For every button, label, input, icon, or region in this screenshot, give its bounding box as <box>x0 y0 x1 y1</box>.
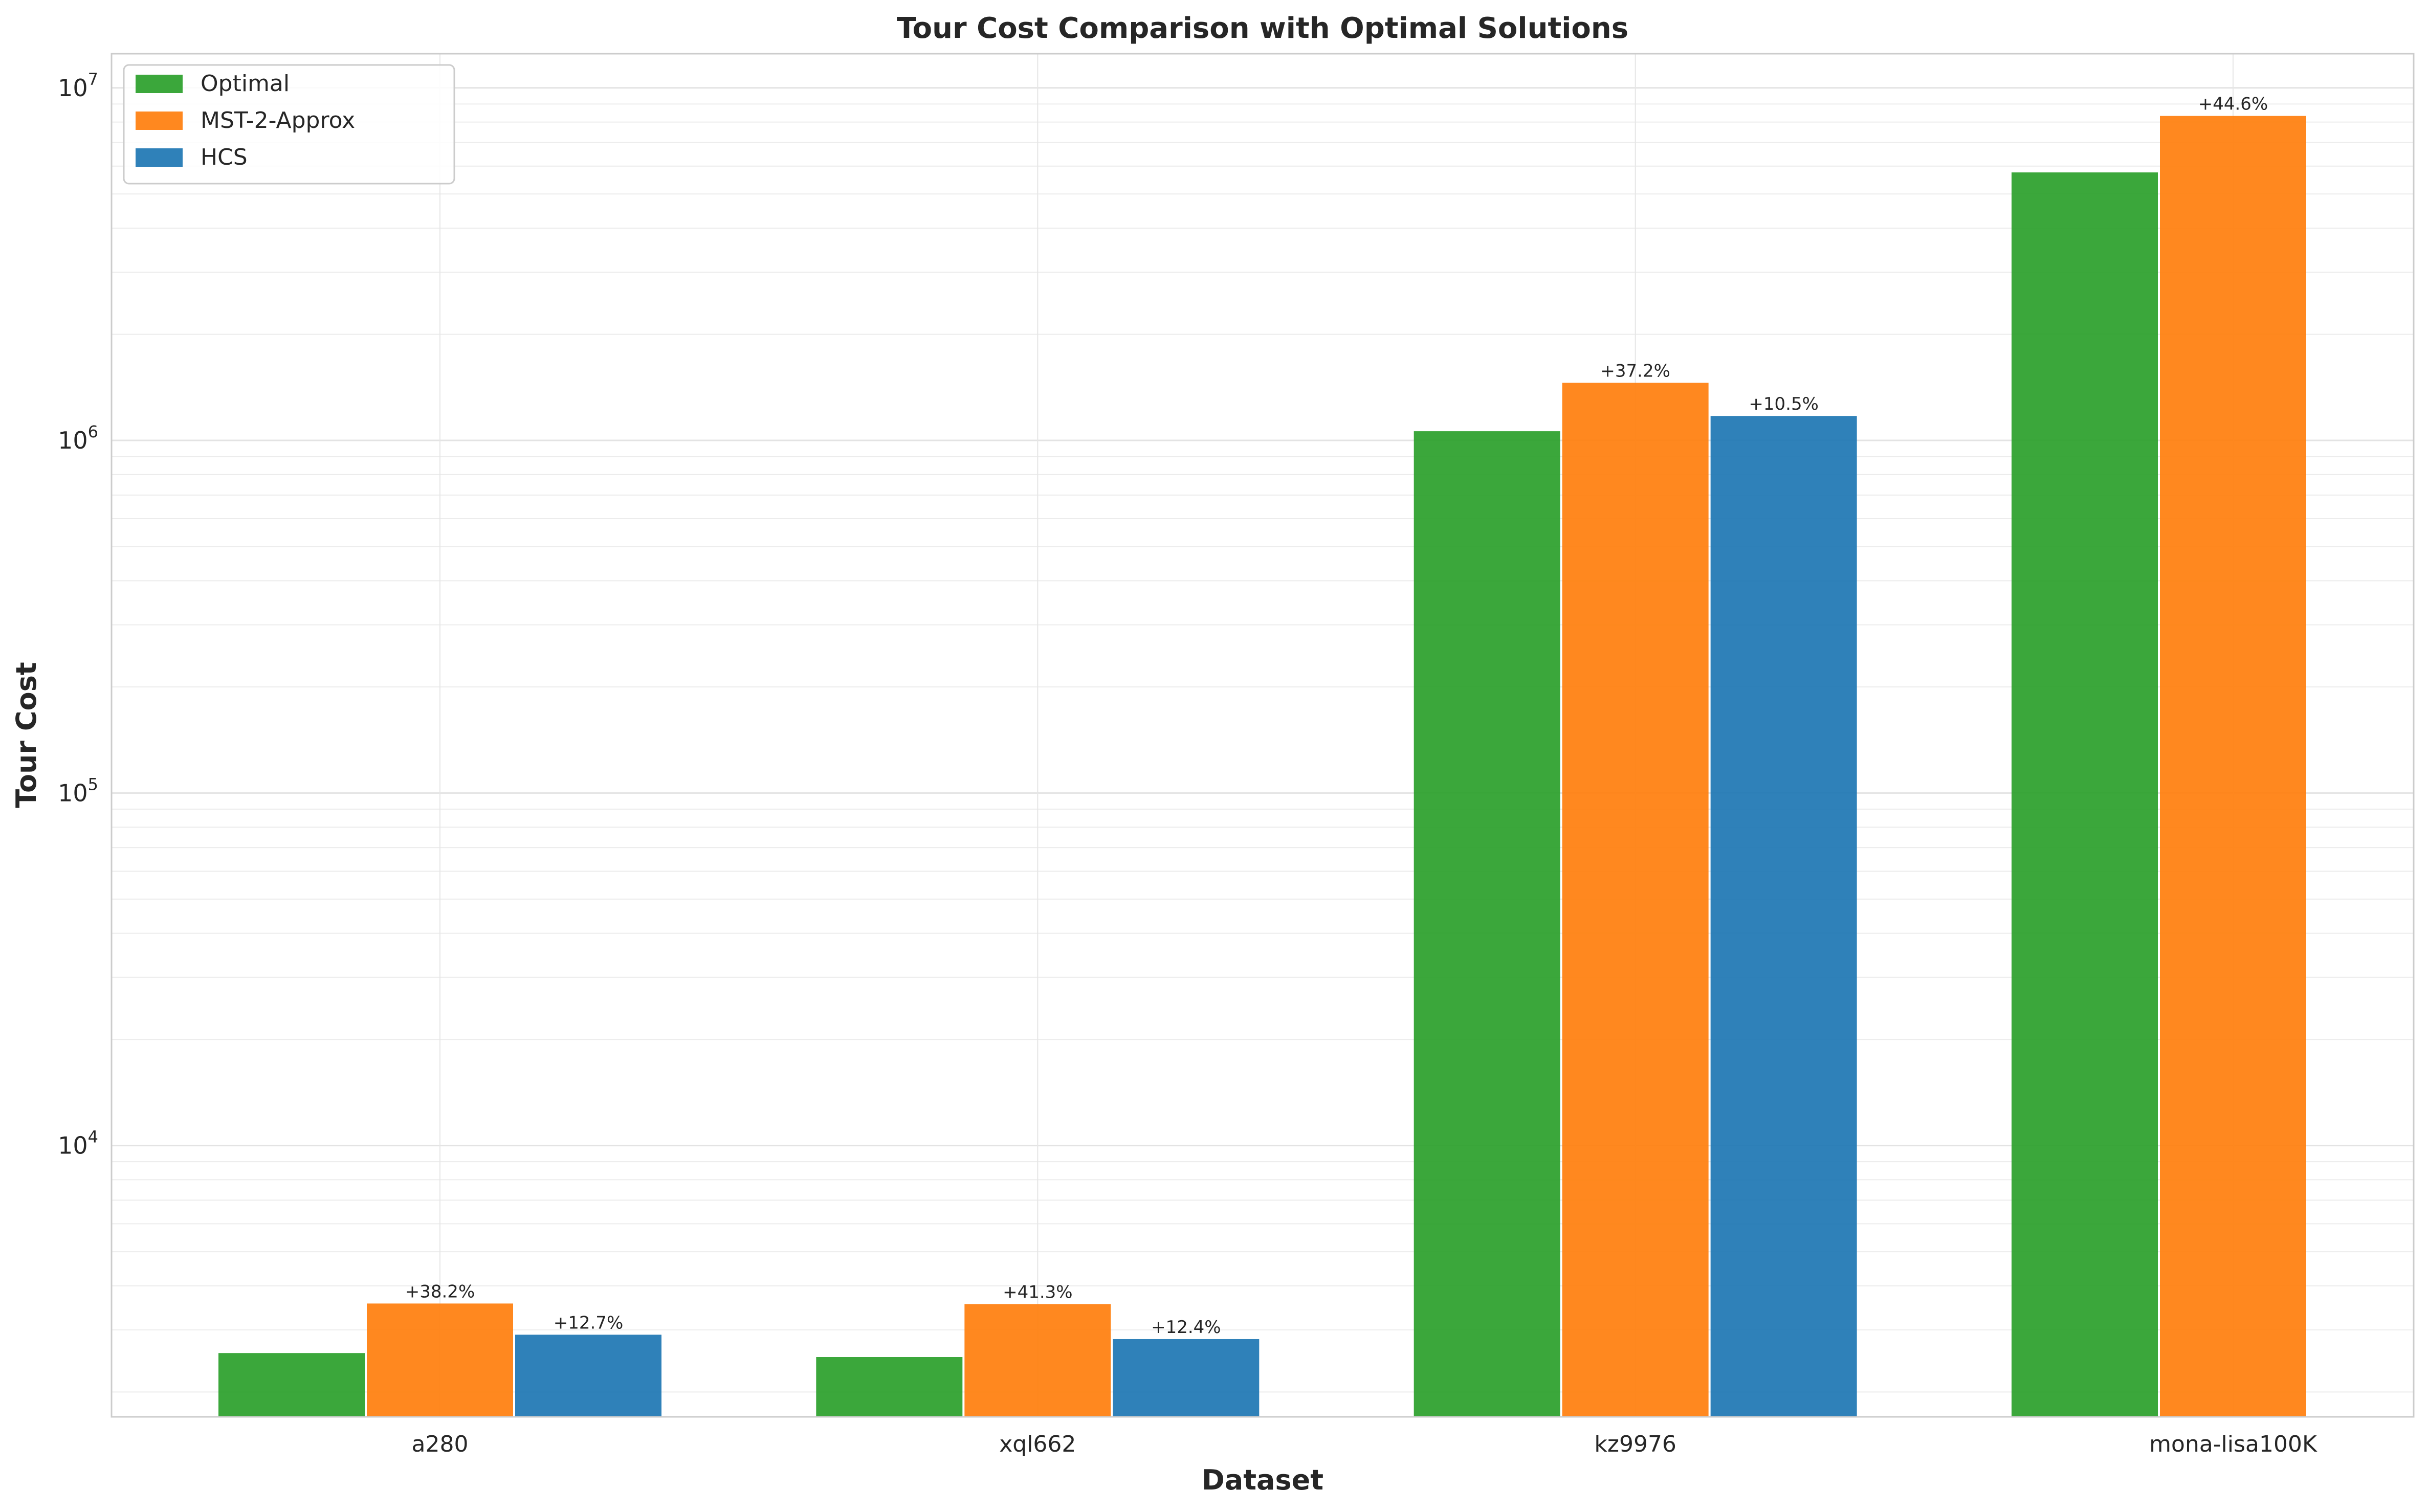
x-tick-label: a280 <box>412 1431 469 1457</box>
data-label: +38.2% <box>405 1281 475 1302</box>
y-tick-label: 104 <box>58 1127 98 1160</box>
plot-frame <box>111 53 2415 1418</box>
x-tick-label: kz9976 <box>1594 1431 1676 1457</box>
legend: Optimal MST-2-Approx HCS <box>123 64 455 185</box>
y-axis-label: Tour Cost <box>10 662 42 808</box>
data-label: +37.2% <box>1600 361 1670 381</box>
x-tick-label: mona-lisa100K <box>2149 1431 2317 1457</box>
legend-swatch <box>136 75 183 93</box>
bar-optimal-kz9976 <box>1414 431 1560 1417</box>
data-label: +12.7% <box>554 1313 624 1333</box>
bar-mst-2-approx-xql662 <box>964 1304 1111 1417</box>
bar-mst-2-approx-a280 <box>367 1303 513 1417</box>
legend-label: Optimal <box>201 71 290 97</box>
legend-box <box>123 64 455 185</box>
data-label: +41.3% <box>1003 1282 1073 1303</box>
x-axis-label: Dataset <box>1202 1464 1323 1496</box>
bar-hcs-xql662 <box>1113 1339 1260 1417</box>
legend-label: HCS <box>201 144 248 170</box>
bar-hcs-a280 <box>515 1335 661 1417</box>
y-tick-label: 106 <box>58 422 98 454</box>
y-tick-label: 105 <box>58 774 98 807</box>
bar-mst-2-approx-kz9976 <box>1562 383 1709 1417</box>
bar-optimal-a280 <box>218 1353 365 1417</box>
bar-optimal-mona-lisa100k <box>2012 172 2158 1417</box>
bar-optimal-xql662 <box>816 1357 963 1417</box>
legend-swatch <box>136 148 183 167</box>
y-tick-label: 107 <box>58 70 98 102</box>
data-label: +44.6% <box>2198 94 2268 115</box>
legend-swatch <box>136 112 183 130</box>
data-label: +10.5% <box>1749 394 1819 414</box>
chart-title: Tour Cost Comparison with Optimal Soluti… <box>897 12 1628 45</box>
bar-hcs-kz9976 <box>1710 416 1857 1417</box>
data-label: +12.4% <box>1151 1317 1221 1338</box>
legend-label: MST-2-Approx <box>201 107 355 134</box>
bar-mst-2-approx-mona-lisa100k <box>2160 116 2306 1417</box>
x-tick-label: xql662 <box>999 1431 1076 1457</box>
